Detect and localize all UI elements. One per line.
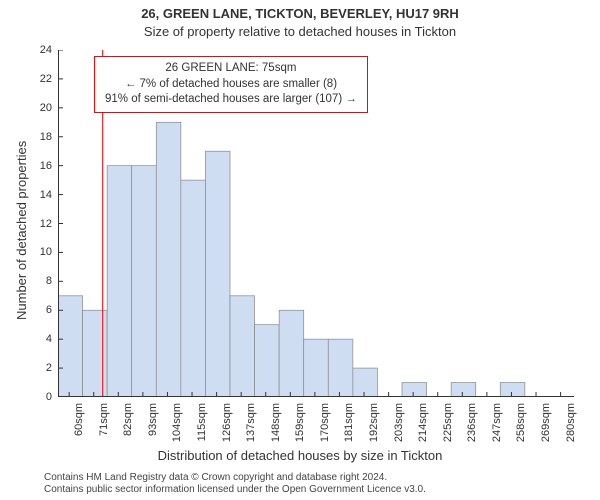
x-tick-label: 269sqm — [540, 403, 552, 453]
y-tick-label: 20 — [30, 102, 52, 114]
x-tick-label: 71sqm — [98, 403, 110, 453]
footnote-line2: Contains public sector information licen… — [44, 484, 426, 495]
y-tick-label: 10 — [30, 246, 52, 258]
y-tick-label: 24 — [30, 44, 52, 56]
chart-container: 26, GREEN LANE, TICKTON, BEVERLEY, HU17 … — [0, 0, 600, 500]
y-tick-label: 2 — [30, 362, 52, 374]
x-tick-label: 258sqm — [515, 403, 527, 453]
x-tick-label: 137sqm — [245, 403, 257, 453]
x-tick-label: 115sqm — [196, 403, 208, 453]
y-tick-label: 18 — [30, 131, 52, 143]
x-tick-label: 104sqm — [171, 403, 183, 453]
annotation-line1: 26 GREEN LANE: 75sqm — [105, 61, 357, 77]
x-tick-label: 247sqm — [491, 403, 503, 453]
chart-title-line1: 26, GREEN LANE, TICKTON, BEVERLEY, HU17 … — [0, 6, 600, 21]
x-tick-label: 93sqm — [147, 403, 159, 453]
y-tick-label: 16 — [30, 160, 52, 172]
x-tick-label: 148sqm — [270, 403, 282, 453]
x-tick-label: 82sqm — [122, 403, 134, 453]
y-tick-label: 22 — [30, 73, 52, 85]
y-tick-label: 0 — [30, 391, 52, 403]
y-tick-label: 14 — [30, 189, 52, 201]
annotation-box: 26 GREEN LANE: 75sqm ← 7% of detached ho… — [94, 56, 368, 113]
x-tick-label: 170sqm — [319, 403, 331, 453]
x-tick-label: 126sqm — [221, 403, 233, 453]
x-tick-label: 280sqm — [565, 403, 577, 453]
x-tick-label: 192sqm — [368, 403, 380, 453]
y-tick-label: 12 — [30, 218, 52, 230]
x-tick-label: 159sqm — [294, 403, 306, 453]
x-tick-label: 203sqm — [393, 403, 405, 453]
x-tick-label: 60sqm — [73, 403, 85, 453]
annotation-line3: 91% of semi-detached houses are larger (… — [105, 92, 357, 108]
x-tick-label: 181sqm — [343, 403, 355, 453]
chart-title-line2: Size of property relative to detached ho… — [0, 24, 600, 39]
annotation-line2: ← 7% of detached houses are smaller (8) — [105, 77, 357, 93]
y-tick-label: 4 — [30, 333, 52, 345]
x-tick-label: 236sqm — [466, 403, 478, 453]
y-tick-label: 6 — [30, 304, 52, 316]
footnote-line1: Contains HM Land Registry data © Crown c… — [44, 472, 387, 483]
x-tick-label: 214sqm — [417, 403, 429, 453]
x-tick-label: 225sqm — [442, 403, 454, 453]
y-axis-label: Number of detached properties — [14, 141, 29, 320]
y-tick-label: 8 — [30, 275, 52, 287]
